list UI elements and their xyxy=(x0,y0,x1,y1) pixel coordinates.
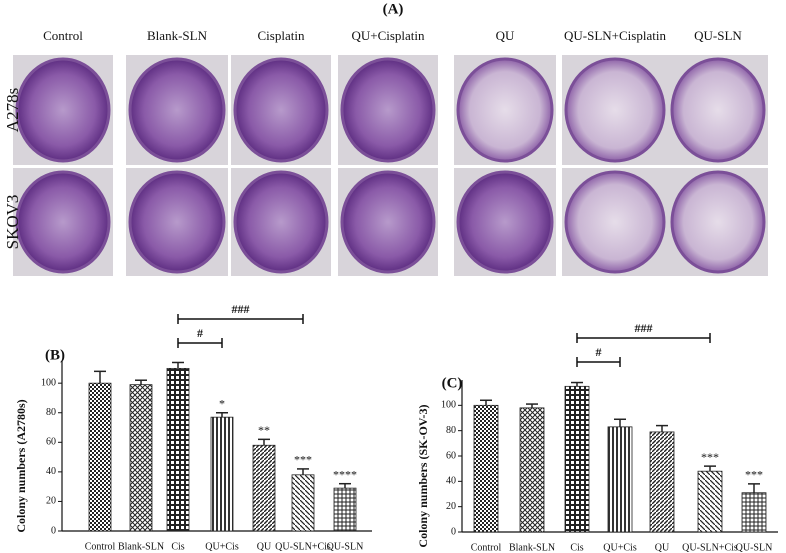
plate-well xyxy=(233,57,329,163)
bar xyxy=(88,382,112,532)
plate-well xyxy=(456,57,554,163)
y-tick-label: 0 xyxy=(451,526,456,537)
x-tick-label: QU-SLN+Cis xyxy=(682,542,738,553)
plate-well xyxy=(670,57,766,163)
x-tick-label: Control xyxy=(85,541,116,552)
panel-title: (A) xyxy=(383,1,404,17)
bar xyxy=(564,385,590,533)
bar xyxy=(333,487,357,532)
y-tick-label: 20 xyxy=(46,496,56,507)
row-label: A278s xyxy=(3,88,22,132)
plate-well xyxy=(233,170,329,274)
plate-well xyxy=(15,170,111,274)
column-label: QU-SLN xyxy=(694,28,742,43)
x-tick-label: Control xyxy=(471,542,502,553)
x-tick-label: QU-SLN+Cis xyxy=(275,541,331,552)
significance-label: ** xyxy=(258,423,270,437)
x-tick-label: Blank-SLN xyxy=(509,542,555,553)
plate-well xyxy=(128,170,226,274)
significance-label: * xyxy=(219,396,225,410)
y-tick-label: 100 xyxy=(441,400,456,411)
significance-label: *** xyxy=(294,453,312,467)
y-tick-label: 100 xyxy=(41,377,56,388)
photo-grid xyxy=(13,55,768,276)
y-tick-label: 40 xyxy=(46,466,56,477)
column-label: Blank-SLN xyxy=(147,28,208,43)
plate-well xyxy=(128,57,226,163)
plate-well xyxy=(670,170,766,274)
bracket-label: # xyxy=(197,326,203,340)
column-label: QU xyxy=(496,28,515,43)
bar xyxy=(697,470,723,533)
bar xyxy=(291,474,315,532)
bracket-label: # xyxy=(596,345,602,359)
y-tick-label: 60 xyxy=(46,437,56,448)
bar xyxy=(129,384,153,532)
x-tick-label: Cis xyxy=(171,541,184,552)
y-tick-label: 60 xyxy=(446,450,456,461)
y-tick-label: 80 xyxy=(46,407,56,418)
y-tick-label: 80 xyxy=(446,425,456,436)
significance-label: **** xyxy=(333,467,357,481)
x-tick-label: QU-SLN xyxy=(327,541,364,552)
bar xyxy=(210,416,234,532)
significance-label: *** xyxy=(701,450,719,464)
x-tick-label: QU-SLN xyxy=(736,542,773,553)
y-tick-label: 0 xyxy=(51,525,56,536)
bar xyxy=(473,404,499,533)
bar xyxy=(166,367,190,532)
plate-well xyxy=(456,170,554,274)
panel-label: (B) xyxy=(45,347,65,363)
y-tick-label: 20 xyxy=(446,501,456,512)
column-label: QU-SLN+Cisplatin xyxy=(564,28,666,43)
plate-well xyxy=(340,170,436,274)
y-axis-label: Colony numbers (SK-OV-3) xyxy=(416,404,430,547)
bracket-label: ### xyxy=(635,321,653,335)
plate-well xyxy=(15,57,111,163)
bracket-label: ### xyxy=(232,302,250,316)
significance-label: *** xyxy=(745,468,763,482)
plate-well xyxy=(340,57,436,163)
bar xyxy=(649,431,675,533)
bar xyxy=(252,444,276,532)
x-tick-label: Cis xyxy=(570,542,583,553)
plate-well xyxy=(564,170,666,274)
y-tick-label: 40 xyxy=(446,476,456,487)
bar xyxy=(519,407,545,533)
plate-well xyxy=(564,57,666,163)
panel-label: (C) xyxy=(442,375,463,391)
column-label: Control xyxy=(43,28,83,43)
x-tick-label: QU+Cis xyxy=(603,542,637,553)
y-axis-label: Colony numbers (A2780s) xyxy=(14,399,28,532)
x-tick-label: QU xyxy=(655,542,670,553)
column-label: Cisplatin xyxy=(258,28,305,43)
x-tick-label: QU xyxy=(257,541,272,552)
row-label: SKOV3 xyxy=(3,195,22,250)
x-tick-label: Blank-SLN xyxy=(118,541,164,552)
bar xyxy=(607,426,633,533)
bar xyxy=(741,492,767,533)
x-tick-label: QU+Cis xyxy=(205,541,239,552)
column-label: QU+Cisplatin xyxy=(351,28,425,43)
